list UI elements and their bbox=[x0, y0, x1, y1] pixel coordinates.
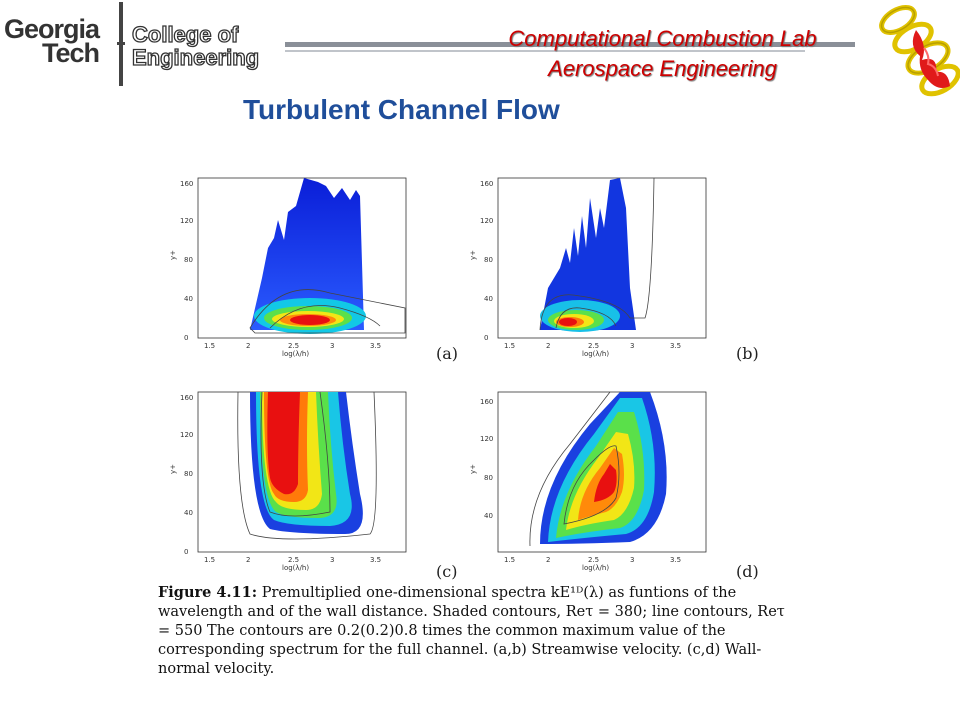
logo-tower-icon bbox=[117, 2, 125, 86]
ytick: 80 bbox=[484, 256, 493, 264]
xtick: 3.5 bbox=[670, 342, 681, 350]
panel-label-d: (d) bbox=[736, 562, 759, 581]
xtick: 3.5 bbox=[370, 556, 381, 564]
caption-label: Figure 4.11: bbox=[158, 584, 258, 601]
xtick: 2.5 bbox=[588, 556, 599, 564]
ytick: 80 bbox=[484, 474, 493, 482]
header-rule bbox=[285, 42, 855, 47]
y-axis-label: y+ bbox=[170, 250, 177, 260]
xtick: 2 bbox=[546, 342, 550, 350]
panel-label-c: (c) bbox=[436, 562, 458, 581]
xtick: 2.5 bbox=[288, 342, 299, 350]
xtick: 2 bbox=[246, 342, 250, 350]
xtick: 2 bbox=[546, 556, 550, 564]
xtick: 3.5 bbox=[370, 342, 381, 350]
xtick: 1.5 bbox=[504, 342, 515, 350]
x-axis-label: log(λ/h) bbox=[282, 564, 309, 572]
ytick: 80 bbox=[184, 256, 193, 264]
ytick: 120 bbox=[180, 431, 193, 439]
ytick: 120 bbox=[180, 217, 193, 225]
ytick: 160 bbox=[180, 180, 193, 188]
xtick: 2 bbox=[246, 556, 250, 564]
ytick: 160 bbox=[480, 398, 493, 406]
ytick: 0 bbox=[184, 334, 188, 342]
y-axis-label: y+ bbox=[470, 250, 477, 260]
xtick: 3 bbox=[630, 342, 634, 350]
ytick: 40 bbox=[484, 512, 493, 520]
xtick: 1.5 bbox=[204, 556, 215, 564]
ytick: 120 bbox=[480, 217, 493, 225]
xtick: 2.5 bbox=[588, 342, 599, 350]
ytick: 0 bbox=[184, 548, 188, 556]
ytick: 0 bbox=[484, 334, 488, 342]
ytick: 120 bbox=[480, 435, 493, 443]
x-axis-label: log(λ/h) bbox=[282, 350, 309, 358]
x-axis-label: log(λ/h) bbox=[582, 564, 609, 572]
x-axis-label: log(λ/h) bbox=[582, 350, 609, 358]
logo-engineering-text: Engineering bbox=[131, 44, 260, 70]
header-rule-thin bbox=[285, 50, 805, 52]
figure-panel-a: 0 40 80 120 160 1.5 2 2.5 3 3.5 log(λ/h)… bbox=[169, 168, 420, 363]
xtick: 2.5 bbox=[288, 556, 299, 564]
y-axis-label: y+ bbox=[170, 464, 177, 474]
georgia-tech-logo: Georgia Tech College of Engineering bbox=[0, 0, 290, 86]
ytick: 40 bbox=[184, 509, 193, 517]
lab-subtitle: Aerospace Engineering bbox=[548, 56, 777, 81]
caption-text: Premultiplied one-dimensional spectra kE… bbox=[158, 585, 785, 677]
logo-college-text: College of bbox=[131, 21, 239, 47]
figure-caption: Figure 4.11: Premultiplied one-dimension… bbox=[158, 583, 798, 679]
figure-panel-b: 0 40 80 120 160 1.5 2 2.5 3 3.5 log(λ/h)… bbox=[469, 168, 720, 363]
figure-panel-d: 40 80 120 160 1.5 2 2.5 3 3.5 log(λ/h) y… bbox=[469, 384, 720, 579]
ytick: 40 bbox=[184, 295, 193, 303]
xtick: 1.5 bbox=[204, 342, 215, 350]
xtick: 1.5 bbox=[504, 556, 515, 564]
ytick: 160 bbox=[480, 180, 493, 188]
xtick: 3 bbox=[330, 556, 334, 564]
ytick: 40 bbox=[484, 295, 493, 303]
xtick: 3 bbox=[330, 342, 334, 350]
panel-label-a: (a) bbox=[436, 344, 459, 363]
logo-georgia-text: Georgia bbox=[4, 14, 100, 44]
xtick: 3.5 bbox=[670, 556, 681, 564]
y-axis-label: y+ bbox=[470, 464, 477, 474]
logo-tech-text: Tech bbox=[42, 38, 100, 68]
panel-label-b: (b) bbox=[736, 344, 759, 363]
ytick: 80 bbox=[184, 470, 193, 478]
figure-panel-c: 0 40 80 120 160 1.5 2 2.5 3 3.5 log(λ/h)… bbox=[169, 384, 420, 579]
flame-coil-icon bbox=[879, 5, 960, 97]
lab-title: Computational Combustion Lab bbox=[508, 26, 817, 51]
slide-title: Turbulent Channel Flow bbox=[243, 94, 560, 125]
ytick: 160 bbox=[180, 394, 193, 402]
xtick: 3 bbox=[630, 556, 634, 564]
